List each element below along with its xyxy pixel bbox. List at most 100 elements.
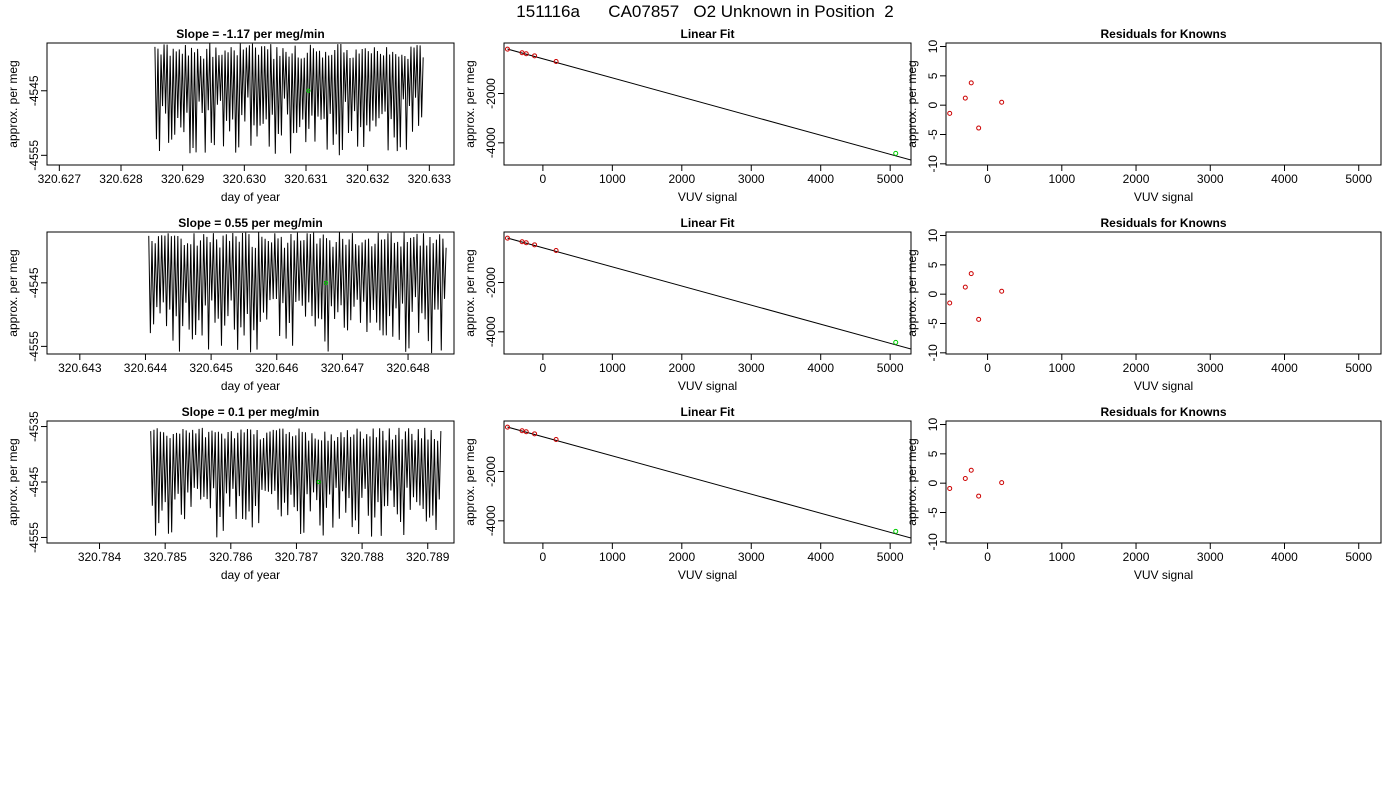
x-tick-label: 2000 — [1123, 361, 1150, 375]
x-axis-label: VUV signal — [678, 568, 737, 582]
known-point — [968, 80, 974, 86]
plot-area — [148, 232, 447, 354]
y-tick-label: 10 — [926, 229, 940, 243]
y-tick-label: 0 — [926, 480, 940, 487]
y-tick-label: 0 — [926, 102, 940, 109]
y-axis-label: approx. per meg — [463, 438, 477, 525]
x-tick-label: 320.647 — [321, 361, 365, 375]
y-tick-label: 0 — [926, 291, 940, 298]
x-axis-label: day of year — [221, 379, 280, 393]
y-tick-label: -4555 — [27, 522, 41, 553]
x-tick-label: 320.630 — [223, 172, 267, 186]
x-tick-label: 320.632 — [346, 172, 390, 186]
x-tick-label: 0 — [984, 172, 991, 186]
panel-3-2: Linear Fit 0 1000 2000 3000 4000 5000 -2000 -400… — [463, 405, 912, 582]
panel-title: Slope = 0.55 per meg/min — [178, 216, 322, 230]
x-tick-label: 5000 — [877, 172, 904, 186]
fit-line — [507, 237, 911, 350]
panel-3-3: Residuals for Knowns 0 1000 2000 3000 4000 500… — [905, 405, 1382, 582]
known-point — [553, 436, 559, 442]
x-tick-label: 320.645 — [189, 361, 233, 375]
plot-frame — [46, 42, 455, 166]
plot-area — [947, 271, 1005, 322]
x-tick-label: 4000 — [1271, 550, 1298, 564]
x-tick-label: 3000 — [1197, 361, 1224, 375]
y-tick-label: -4555 — [27, 331, 41, 362]
y-tick-label: -10 — [926, 533, 940, 551]
y-tick-label: -2000 — [484, 267, 498, 298]
known-point — [962, 284, 968, 290]
x-tick-label: 2000 — [1123, 550, 1150, 564]
y-tick-label: -5 — [926, 318, 940, 329]
known-point — [976, 125, 982, 131]
x-tick-label: 320.648 — [386, 361, 430, 375]
x-tick-label: 0 — [984, 361, 991, 375]
panel-title: Linear Fit — [680, 405, 734, 419]
y-tick-label: 10 — [926, 40, 940, 54]
x-tick-label: 320.633 — [408, 172, 452, 186]
plot-area — [504, 424, 911, 539]
x-tick-label: 1000 — [599, 172, 626, 186]
x-tick-label: 0 — [540, 172, 547, 186]
y-tick-label: -10 — [926, 155, 940, 173]
x-tick-label: 0 — [540, 550, 547, 564]
plot-area — [947, 467, 1005, 499]
known-point — [553, 247, 559, 253]
y-axis-label: approx. per meg — [463, 60, 477, 147]
mean-point — [323, 280, 329, 285]
panels-group: Slope = -1.17 per meg/min 320.627 320.628 3… — [6, 27, 1382, 582]
panel-2-2: Linear Fit 0 1000 2000 3000 4000 5000 -2000 -400… — [463, 216, 912, 393]
x-tick-label: 320.644 — [124, 361, 168, 375]
x-tick-label: 2000 — [668, 361, 695, 375]
x-tick-label: 320.785 — [143, 550, 187, 564]
unknown-point — [893, 528, 899, 534]
fit-line — [507, 48, 911, 161]
y-axis-label: approx. per meg — [905, 438, 919, 525]
known-point — [504, 424, 510, 430]
y-tick-label: -4545 — [27, 267, 41, 298]
plot-area — [947, 80, 1005, 131]
y-tick-label: -4000 — [484, 127, 498, 158]
known-point — [976, 493, 982, 499]
x-tick-label: 1000 — [599, 550, 626, 564]
x-tick-label: 3000 — [1197, 172, 1224, 186]
known-point — [532, 53, 538, 59]
page-title: 151116a CA07857 O2 Unknown in Position 2 — [516, 2, 893, 21]
known-point — [968, 467, 974, 473]
x-tick-label: 0 — [984, 550, 991, 564]
panel-title: Slope = 0.1 per meg/min — [182, 405, 320, 419]
plot-frame — [46, 231, 455, 355]
plot-area — [150, 427, 442, 538]
mean-point — [316, 479, 321, 485]
y-tick-label: -4545 — [27, 75, 41, 106]
x-tick-label: 1000 — [1048, 361, 1075, 375]
y-tick-label: -2000 — [484, 78, 498, 109]
unknown-point — [893, 339, 899, 345]
known-point — [968, 271, 974, 277]
y-tick-label: 5 — [926, 261, 940, 268]
x-tick-label: 4000 — [1271, 361, 1298, 375]
known-point — [947, 110, 953, 116]
plot-frame — [945, 420, 1382, 544]
x-tick-label: 1000 — [1048, 550, 1075, 564]
y-tick-label: -5 — [926, 507, 940, 518]
y-tick-label: -10 — [926, 344, 940, 362]
panel-1-1: Slope = -1.17 per meg/min 320.627 320.628 3… — [6, 27, 455, 204]
signal-trace — [150, 427, 442, 538]
known-point — [504, 46, 510, 52]
known-point — [523, 240, 529, 246]
x-axis-label: VUV signal — [678, 190, 737, 204]
x-tick-label: 320.786 — [209, 550, 253, 564]
panel-title: Residuals for Knowns — [1100, 405, 1226, 419]
signal-trace — [148, 232, 447, 354]
panel-1-2: Linear Fit 0 1000 2000 3000 4000 5000 -2000 -400… — [463, 27, 912, 204]
y-axis-label: approx. per meg — [463, 249, 477, 336]
plot-area — [504, 235, 911, 350]
y-tick-label: 5 — [926, 450, 940, 457]
panel-2-3: Residuals for Knowns 0 1000 2000 3000 4000 500… — [905, 216, 1382, 393]
fit-line — [507, 426, 911, 539]
known-point — [553, 58, 559, 64]
x-tick-label: 320.629 — [161, 172, 205, 186]
known-point — [523, 51, 529, 57]
y-tick-label: -4555 — [27, 140, 41, 171]
